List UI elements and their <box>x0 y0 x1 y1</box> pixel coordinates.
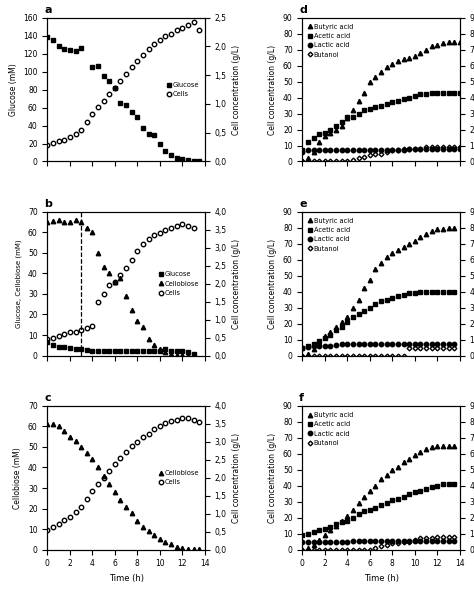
Legend: Glucose, Cells: Glucose, Cells <box>164 79 201 100</box>
Y-axis label: Glucose, Cellobiose (mM): Glucose, Cellobiose (mM) <box>16 239 22 328</box>
X-axis label: Time (h): Time (h) <box>364 574 399 583</box>
Legend: Butyric acid, Acetic acid, Lactic acid, Butanol: Butyric acid, Acetic acid, Lactic acid, … <box>306 409 356 449</box>
Legend: Butyric acid, Acetic acid, Lactic acid, Butanol: Butyric acid, Acetic acid, Lactic acid, … <box>306 21 356 60</box>
Y-axis label: Glucose (mM): Glucose (mM) <box>9 63 18 116</box>
Y-axis label: Cell concentration (g/L): Cell concentration (g/L) <box>232 433 241 523</box>
Y-axis label: Cell concentration (g/L): Cell concentration (g/L) <box>232 239 241 329</box>
Text: f: f <box>299 393 304 403</box>
Y-axis label: Cellobiose (mM): Cellobiose (mM) <box>13 447 22 509</box>
Y-axis label: Cell concentration (g/L): Cell concentration (g/L) <box>232 44 241 135</box>
Legend: Butyric acid, Acetic acid, Lactic acid, Butanol: Butyric acid, Acetic acid, Lactic acid, … <box>306 215 356 255</box>
Y-axis label: Cell concentration (g/L): Cell concentration (g/L) <box>268 433 277 523</box>
Legend: Glucose, Cellobiose, Cells: Glucose, Cellobiose, Cells <box>156 269 201 298</box>
Text: e: e <box>299 199 307 209</box>
Legend: Cellobiose, Cells: Cellobiose, Cells <box>156 467 201 488</box>
Text: d: d <box>299 5 307 15</box>
Y-axis label: Cell concentration (g/L): Cell concentration (g/L) <box>268 44 277 135</box>
Text: a: a <box>44 5 52 15</box>
X-axis label: Time (h): Time (h) <box>109 574 144 583</box>
Text: b: b <box>44 199 52 209</box>
Text: c: c <box>44 393 51 403</box>
Y-axis label: Cell concentration (g/L): Cell concentration (g/L) <box>268 239 277 329</box>
